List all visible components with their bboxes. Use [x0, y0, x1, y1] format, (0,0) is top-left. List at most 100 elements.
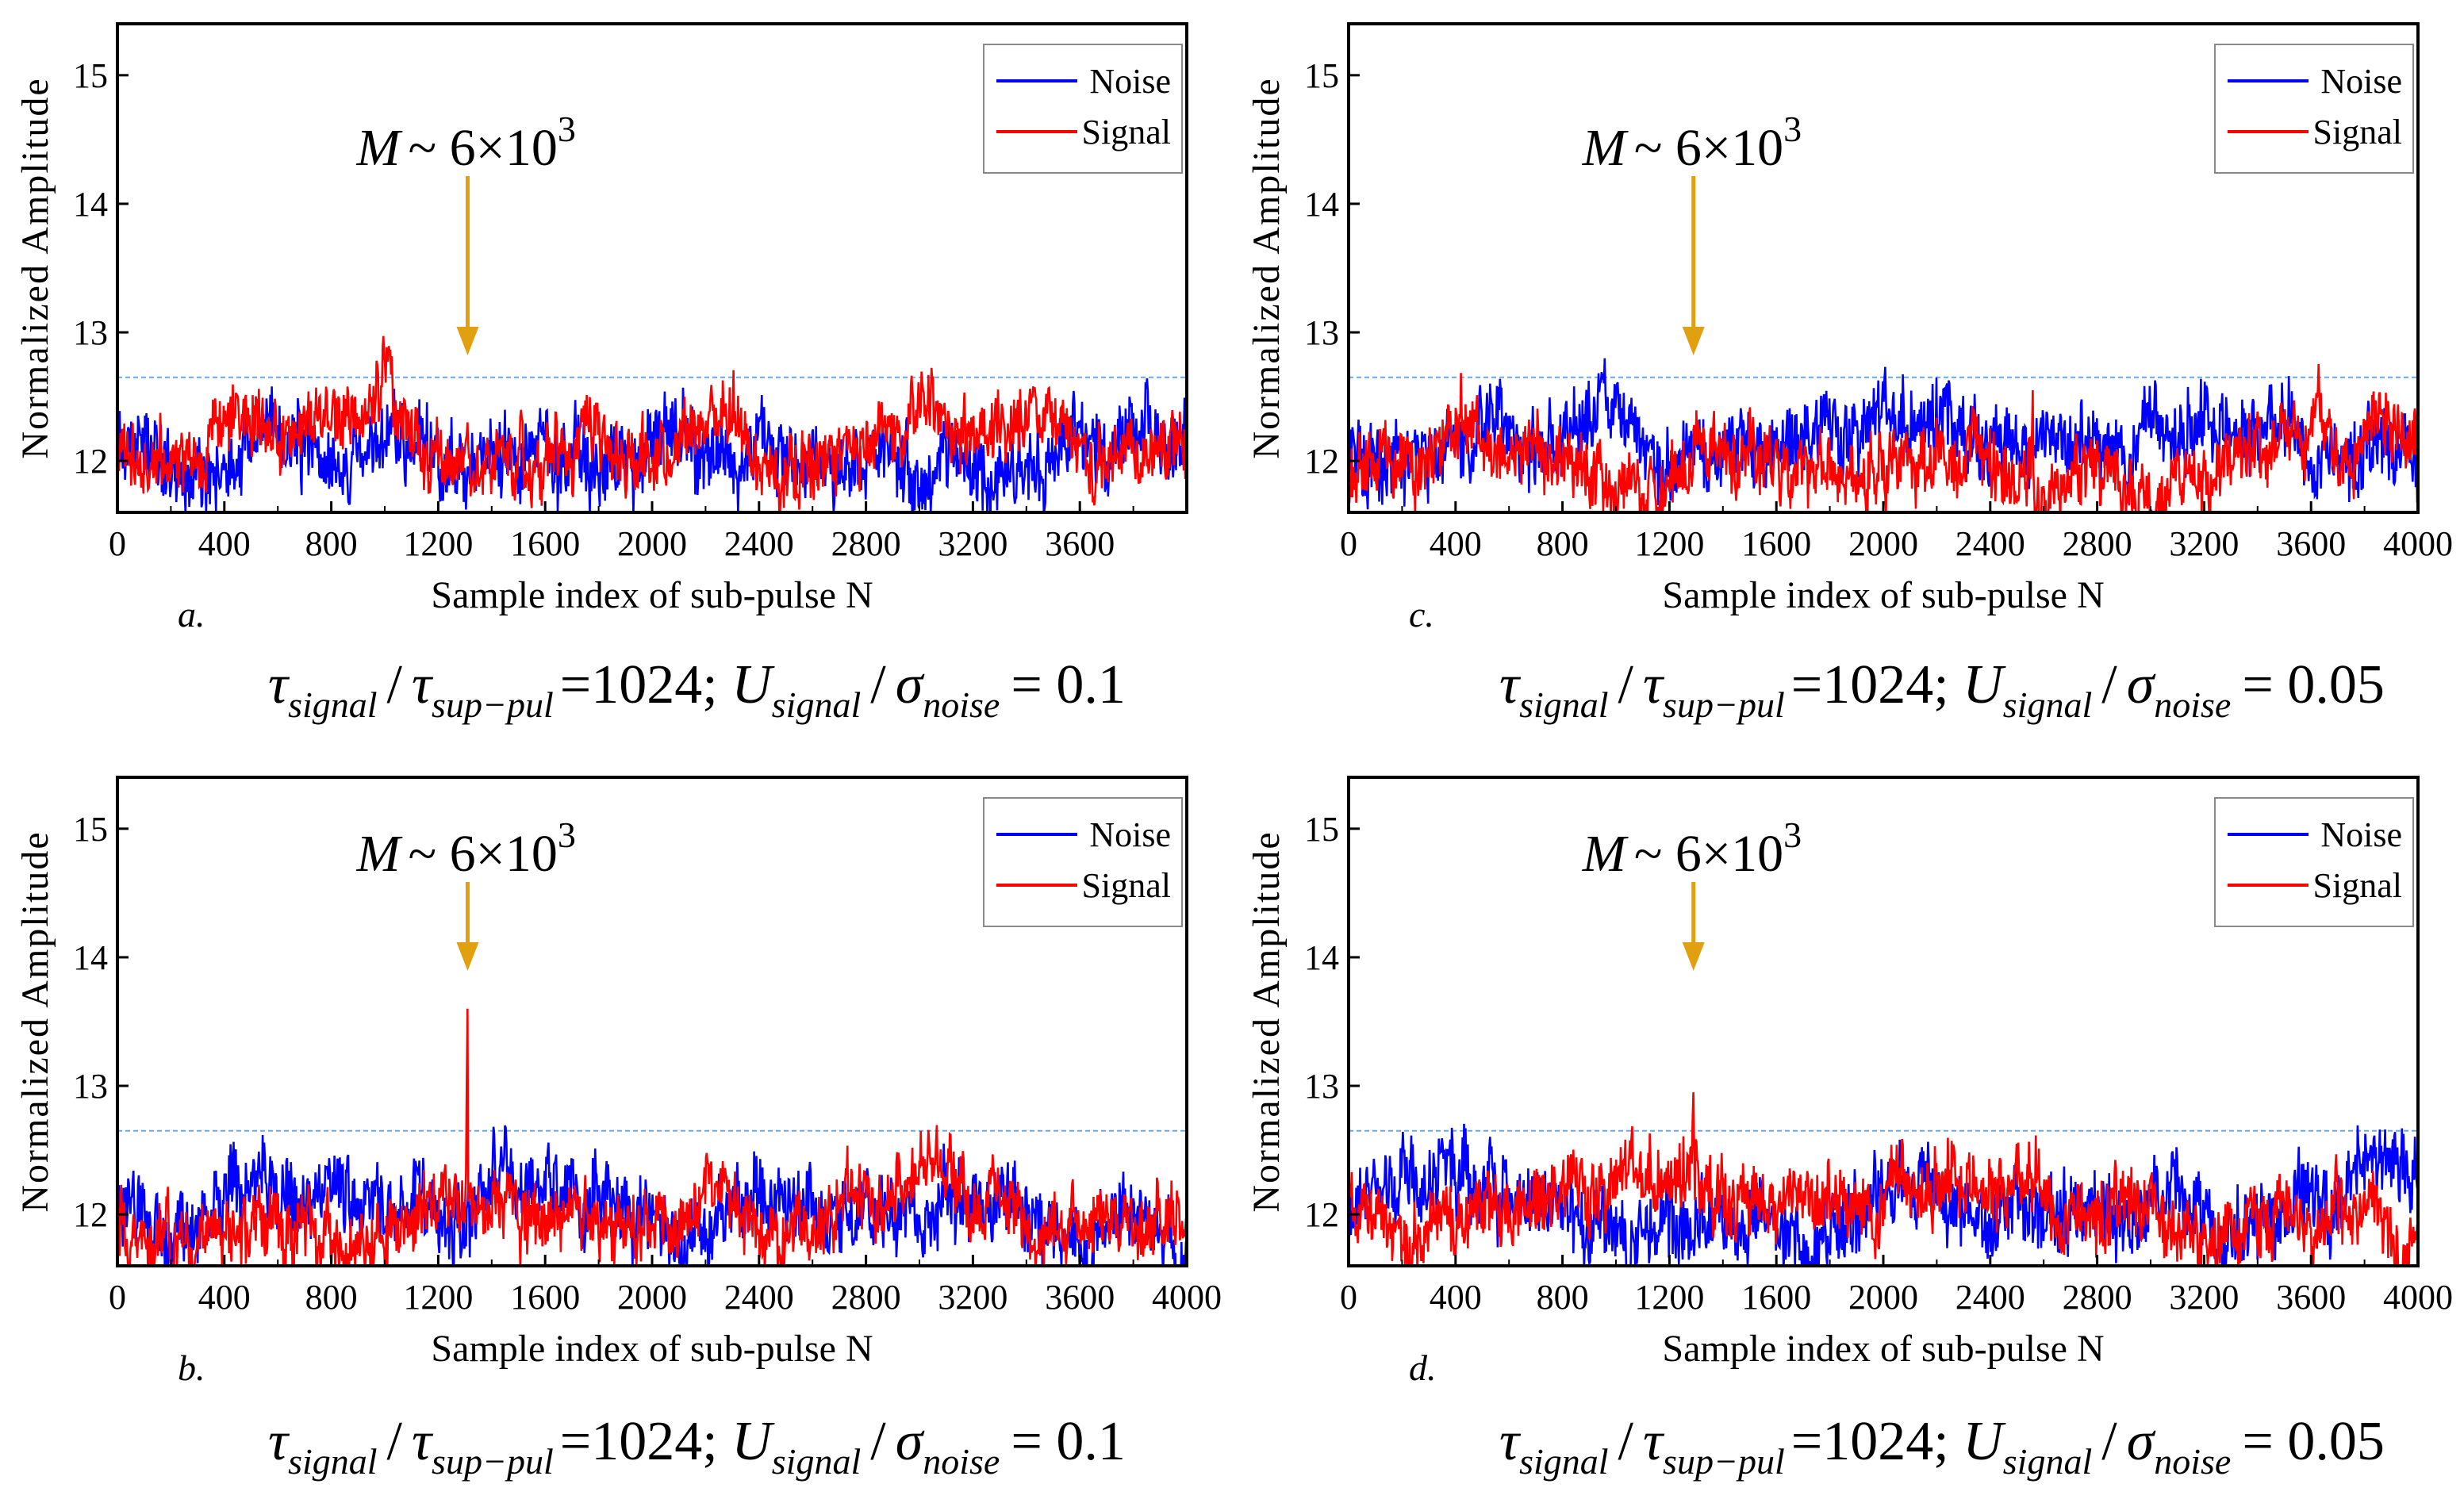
formula-eq1: =1024; [1791, 654, 1963, 715]
legend-label-signal: Signal [1082, 113, 1171, 151]
x-tick-label: 4000 [1152, 1278, 1222, 1317]
formula-sigma: σ [2127, 1411, 2156, 1472]
x-tick-label: 400 [1430, 1278, 1482, 1317]
formula-slash1: / [1618, 654, 1634, 715]
x-tick-label: 800 [1537, 1278, 1589, 1317]
x-tick-label: 2400 [1955, 1278, 2025, 1317]
y-tick-label: 14 [1304, 938, 1339, 977]
formula-tau1: τ [1499, 1411, 1522, 1472]
series-line-signal [1349, 1092, 2418, 1266]
x-tick-label: 800 [1537, 524, 1589, 563]
legend-box [2214, 797, 2414, 927]
formula-tau2: τ [412, 654, 434, 715]
y-tick-label: 15 [1304, 56, 1339, 95]
annotation-exponent: 3 [1783, 109, 1802, 149]
y-tick-label: 15 [73, 56, 108, 95]
legend-label-noise: Noise [1089, 815, 1171, 854]
x-tick-label: 400 [1430, 524, 1482, 563]
formula-tau2: τ [1643, 1411, 1665, 1472]
formula-u: U [731, 1411, 775, 1472]
annotation-exponent: 3 [558, 109, 576, 149]
legend-label-signal: Signal [2313, 866, 2402, 905]
x-tick-label: 800 [305, 1278, 358, 1317]
formula: τsignal / τsup−pul =1024; Usignal / σnoise = 0… [268, 654, 1126, 725]
formula-sub-signal2: signal [772, 1441, 861, 1482]
x-tick-label: 0 [1340, 524, 1357, 563]
legend-label-noise: Noise [2320, 815, 2402, 854]
formula-u: U [731, 654, 775, 715]
annotation-value: ~ 6×10 [408, 825, 557, 883]
x-tick-label: 0 [1340, 1278, 1357, 1317]
formula-eq2: = 0.1 [1011, 1411, 1125, 1472]
formula-slash2: / [2101, 1411, 2117, 1472]
x-tick-label: 2800 [831, 524, 901, 563]
x-tick-label: 2000 [617, 524, 687, 563]
x-tick-label: 3200 [938, 524, 1007, 563]
x-tick-label: 3200 [938, 1278, 1007, 1317]
y-tick-label: 14 [73, 938, 108, 977]
y-tick-label: 14 [1304, 185, 1339, 224]
x-axis-label: Sample index of sub-pulse N [1662, 574, 2104, 616]
legend-label-noise: Noise [1089, 62, 1171, 101]
formula-eq2: = 0.05 [2242, 654, 2384, 715]
x-tick-label: 2800 [2063, 524, 2132, 563]
y-tick-label: 12 [73, 1195, 108, 1234]
formula-sub-noise: noise [2154, 1441, 2231, 1482]
x-tick-label: 3600 [2276, 1278, 2346, 1317]
annotation-exponent: 3 [1783, 815, 1802, 855]
x-tick-label: 2400 [724, 524, 794, 563]
legend-label-signal: Signal [2313, 113, 2402, 151]
y-tick-label: 13 [1304, 313, 1339, 352]
x-tick-label: 1600 [1741, 524, 1811, 563]
annotation-value: ~ 6×10 [1634, 119, 1783, 177]
panel-a: 0 400 800 1200 1600 2000 2400 2800 3200 3600 12 13 1… [14, 22, 1188, 725]
annotation-label: M ~ 6×103 [355, 815, 575, 883]
legend-label-signal: Signal [1082, 866, 1171, 905]
formula-sub-noise: noise [923, 684, 1000, 725]
formula-sigma: σ [896, 654, 925, 715]
formula-sub-noise: noise [923, 1441, 1000, 1482]
formula-sub-suppul: sup−pul [1663, 1441, 1785, 1482]
legend-label-noise: Noise [2320, 62, 2402, 101]
formula-sub-signal: signal [288, 684, 377, 725]
y-axis-label: Normalized Amplitude [14, 77, 56, 458]
annotation-arrow-head [1682, 942, 1705, 971]
formula-tau2: τ [1643, 654, 1665, 715]
formula-sigma: σ [896, 1411, 925, 1472]
formula-sub-suppul: sup−pul [1663, 684, 1785, 725]
series-line-signal [1349, 363, 2418, 512]
formula-sigma: σ [2127, 654, 2156, 715]
x-axis-label: Sample index of sub-pulse N [431, 574, 873, 616]
formula-sub-noise: noise [2154, 684, 2231, 725]
panel-c: 0 400 800 1200 1600 2000 2400 2800 3200 3600 4000 1… [1245, 22, 2453, 725]
legend-box [983, 44, 1183, 174]
x-tick-label: 3200 [2169, 1278, 2239, 1317]
panel-d: 0 400 800 1200 1600 2000 2400 2800 3200 3600 4000 1… [1245, 776, 2453, 1482]
panel-letter: a. [178, 594, 205, 635]
formula-eq1: =1024; [560, 654, 731, 715]
formula-sub-signal: signal [1519, 684, 1608, 725]
annotation-arrow-head [456, 942, 479, 971]
formula-slash1: / [1618, 1411, 1634, 1472]
x-tick-label: 1600 [510, 1278, 580, 1317]
formula-sub-signal: signal [288, 1441, 377, 1482]
annotation-value: ~ 6×10 [1634, 825, 1783, 883]
y-tick-label: 12 [1304, 1195, 1339, 1234]
annotation-m: M [355, 119, 403, 177]
annotation-m: M [1582, 825, 1629, 883]
x-tick-label: 1200 [1634, 1278, 1704, 1317]
formula-slash2: / [2101, 654, 2117, 715]
x-tick-label: 2800 [831, 1278, 901, 1317]
x-tick-label: 3200 [2169, 524, 2239, 563]
x-tick-label: 1200 [403, 1278, 473, 1317]
y-tick-label: 14 [73, 185, 108, 224]
formula-sub-signal: signal [1519, 1441, 1608, 1482]
formula-slash2: / [870, 1411, 886, 1472]
x-tick-label: 1600 [1741, 1278, 1811, 1317]
formula: τsignal / τsup−pul =1024; Usignal / σnoise = 0… [268, 1411, 1126, 1482]
y-axis-label: Normalized Amplitude [1245, 77, 1288, 458]
formula-sub-signal2: signal [772, 684, 861, 725]
x-tick-label: 400 [198, 524, 251, 563]
formula-tau1: τ [1499, 654, 1522, 715]
